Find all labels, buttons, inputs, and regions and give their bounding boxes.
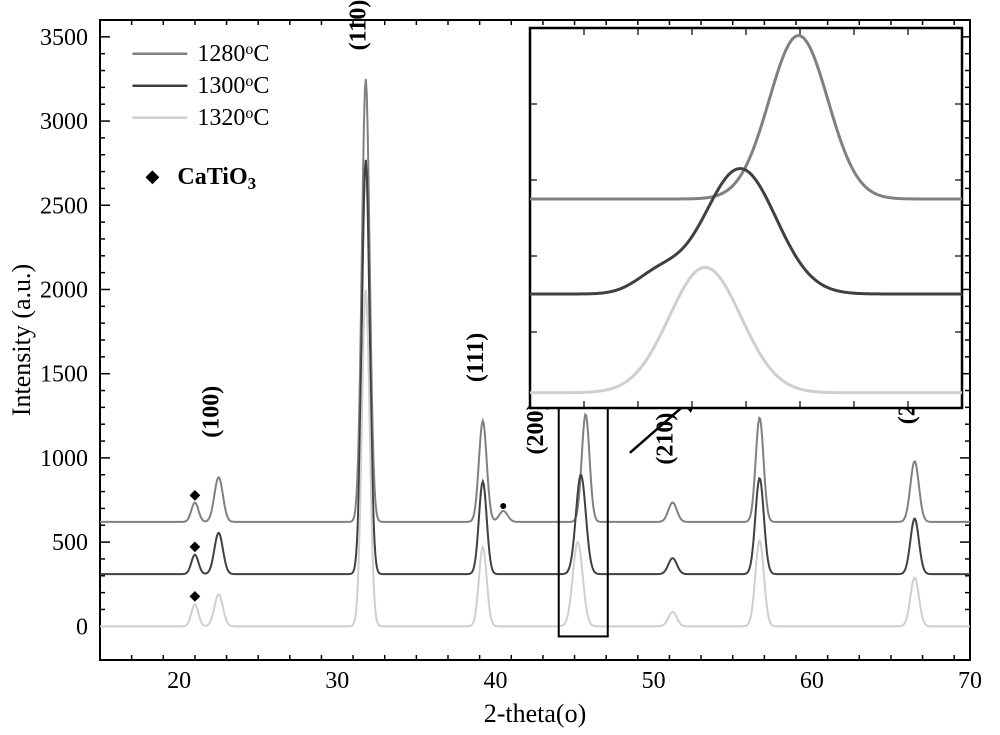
legend-label: 1280oC [197, 41, 269, 67]
x-tick-label: 40 [483, 668, 507, 694]
x-axis-label: 2-theta(o) [484, 699, 587, 728]
x-tick-label: 60 [800, 668, 824, 694]
y-tick-label: 3000 [40, 109, 88, 135]
y-tick-label: 3500 [40, 25, 88, 51]
marker-symbol: ◆ [190, 540, 201, 555]
peak-label: (111) [463, 333, 489, 382]
x-tick-label: 50 [642, 668, 666, 694]
inset-border [530, 28, 962, 408]
marker-symbol: ◆ [190, 488, 201, 503]
legend-label: 1300oC [197, 73, 269, 99]
legend-label: 1320oC [197, 105, 269, 131]
xrd-figure: 20 30 40 50 60 70 0 500 1000 1500 2000 2500 3000 3500… [0, 0, 1000, 735]
legend-marker: ◆ [145, 166, 159, 186]
y-tick-label: 1000 [40, 446, 88, 472]
marker-symbol: ◆ [190, 589, 201, 604]
y-tick-label: 2500 [40, 193, 88, 219]
y-tick-label: 1500 [40, 362, 88, 388]
x-tick-label: 20 [167, 668, 191, 694]
y-tick-label: 0 [76, 614, 88, 640]
peak-label: (100) [199, 386, 225, 438]
chart-svg: 20 30 40 50 60 70 0 500 1000 1500 2000 2500 3000 3500… [0, 0, 1000, 735]
legend-marker-label: CaTiO3 [177, 164, 256, 193]
y-tick-label: 500 [52, 530, 88, 556]
y-axis-label: Intensity (a.u.) [7, 264, 36, 416]
marker-symbol: ● [499, 499, 507, 514]
x-tick-label: 30 [325, 668, 349, 694]
y-tick-label: 2000 [40, 277, 88, 303]
peak-label: (110) [346, 0, 372, 50]
x-tick-label: 70 [958, 668, 982, 694]
peak-label: (200) [523, 403, 549, 455]
